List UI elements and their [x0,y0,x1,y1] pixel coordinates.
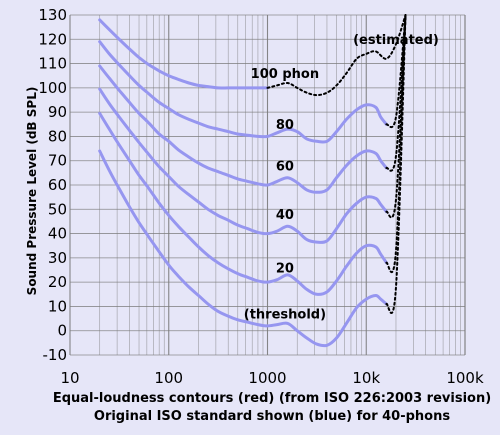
curve-40-phon [98,87,388,244]
curve-80-phon-estimated [385,14,407,129]
x-tick-label: 100 [154,369,183,387]
y-tick-label: 20 [48,273,67,291]
x-tick-label: 100k [446,369,484,387]
x-tick-label: 10k [352,369,380,387]
curve-100-phon [98,18,269,90]
y-tick-label: 0 [57,322,67,340]
annotations: (estimated) 100 phon 80 60 40 20 (threshold) [244,33,439,322]
y-tick-label: 60 [48,176,67,194]
curve-annotation: 80 [276,118,294,133]
x-axis-label-line-2: Original ISO standard shown (blue) for 4… [94,409,450,424]
curves [98,18,388,348]
curve-80-phon [98,40,388,144]
y-tick-label: 50 [48,200,67,218]
curve-0-phon-estimated [385,14,407,315]
y-tick-label: 70 [48,152,67,170]
y-tick-label: 100 [38,79,67,97]
curve-100-phon-estimated [266,14,407,97]
curve-annotation: 100 phon [251,67,319,82]
curve-20-phon-estimated [385,14,407,273]
curve-annotation: 60 [276,159,294,174]
x-tick-label: 10 [60,369,79,387]
y-tick-label: 110 [38,55,67,73]
x-axis-label-line-1: Equal-loudness contours (red) (from ISO … [53,391,491,406]
curve-annotation: 40 [276,208,294,223]
y-tick-label: -10 [43,346,68,364]
curve-annotation: (estimated) [353,33,439,48]
curve-20-phon [98,111,388,296]
y-tick-label: 40 [48,225,67,243]
estimated-curves [266,14,407,315]
curve-annotation: 20 [276,261,294,276]
curve-annotation: (threshold) [244,308,326,323]
y-tick-label: 130 [38,6,67,24]
y-tick-label: 10 [48,297,67,315]
curve-0-phon [98,149,388,348]
y-tick-label: 90 [48,103,67,121]
y-tick-label: 30 [48,249,67,267]
y-axis-label: Sound Pressure Level (dB SPL) [25,87,39,296]
x-axis-ticks: 10 100 1000 10k 100k [60,369,484,387]
curve-60-phon [98,64,388,194]
x-tick-label: 1000 [248,369,286,387]
y-tick-label: 80 [48,127,67,145]
y-tick-label: 120 [38,30,67,48]
